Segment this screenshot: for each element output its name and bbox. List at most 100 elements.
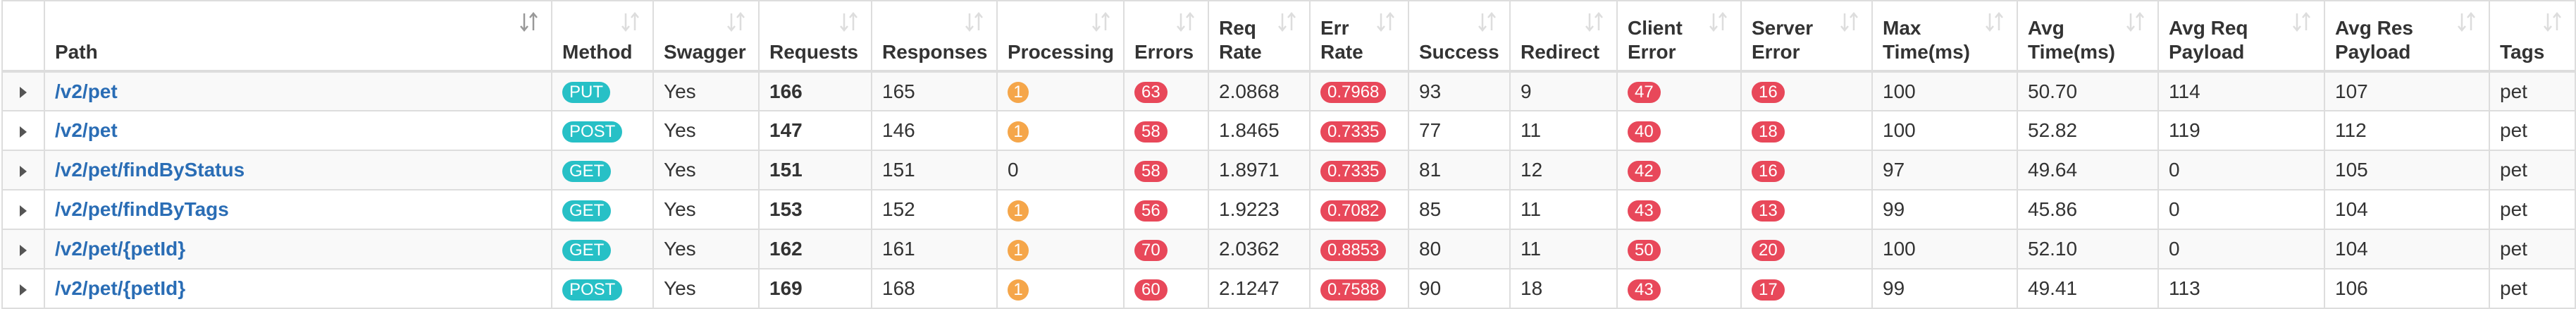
column-header-label: Client Error xyxy=(1628,17,1683,63)
column-header-path[interactable]: Path xyxy=(44,0,552,73)
sort-icon[interactable] xyxy=(1584,11,1605,32)
cell-avg-req-payload: 114 xyxy=(2157,71,2325,111)
cell-req-rate: 2.0868 xyxy=(1208,71,1311,111)
cell-expand[interactable] xyxy=(1,268,45,309)
cell-success: 81 xyxy=(1408,150,1511,190)
processing-badge: 1 xyxy=(1008,82,1029,103)
cell-success: 85 xyxy=(1408,189,1511,230)
column-header-avg-req-payload[interactable]: Avg Req Payload xyxy=(2157,0,2325,73)
cell-avg-res-payload: 104 xyxy=(2324,189,2490,230)
cell-errors: 58 xyxy=(1123,110,1209,151)
method-badge: GET xyxy=(562,200,612,222)
cell-requests: 151 xyxy=(758,150,872,190)
sort-icon[interactable] xyxy=(1839,11,1860,32)
cell-expand[interactable] xyxy=(1,110,45,151)
cell-req-rate: 2.1247 xyxy=(1208,268,1311,309)
table-row: /v2/pet/{petId} GET Yes 162 161 1 70 2.0362 0.88… xyxy=(1,229,2576,269)
sort-alpha-desc-icon[interactable] xyxy=(519,11,540,32)
cell-success: 90 xyxy=(1408,268,1511,309)
column-header-swagger[interactable]: Swagger xyxy=(652,0,760,73)
path-link[interactable]: /v2/pet xyxy=(55,80,118,102)
client-error-badge: 47 xyxy=(1628,82,1661,103)
path-link[interactable]: /v2/pet/{petId} xyxy=(55,238,186,260)
cell-err-rate: 0.7968 xyxy=(1309,71,1409,111)
cell-expand[interactable] xyxy=(1,189,45,230)
client-error-badge: 50 xyxy=(1628,239,1661,261)
expand-caret-icon[interactable] xyxy=(20,126,27,138)
cell-tags: pet xyxy=(2489,71,2576,111)
expand-caret-icon[interactable] xyxy=(20,165,27,177)
column-header-errors[interactable]: Errors xyxy=(1123,0,1209,73)
processing-badge: 1 xyxy=(1008,121,1029,143)
server-error-badge: 18 xyxy=(1752,121,1785,143)
cell-requests: 166 xyxy=(758,71,872,111)
column-header-avg-time[interactable]: Avg Time(ms) xyxy=(2017,0,2159,73)
client-error-badge: 40 xyxy=(1628,121,1661,143)
column-header-err-rate[interactable]: Err Rate xyxy=(1309,0,1409,73)
path-link[interactable]: /v2/pet/findByTags xyxy=(55,198,229,220)
err-rate-badge: 0.7082 xyxy=(1320,200,1387,222)
sort-icon[interactable] xyxy=(620,11,641,32)
column-header-responses[interactable]: Responses xyxy=(871,0,998,73)
cell-max-time: 100 xyxy=(1871,110,2018,151)
column-header-requests[interactable]: Requests xyxy=(758,0,872,73)
sort-icon[interactable] xyxy=(1708,11,1729,32)
column-header-max-time[interactable]: Max Time(ms) xyxy=(1871,0,2018,73)
cell-expand[interactable] xyxy=(1,71,45,111)
sort-icon[interactable] xyxy=(1091,11,1112,32)
cell-redirect: 11 xyxy=(1509,189,1618,230)
sort-icon[interactable] xyxy=(1984,11,2005,32)
sort-icon[interactable] xyxy=(726,11,747,32)
expand-caret-icon[interactable] xyxy=(20,284,27,296)
client-error-badge: 43 xyxy=(1628,279,1661,301)
sort-icon[interactable] xyxy=(1477,11,1498,32)
expand-caret-icon[interactable] xyxy=(20,244,27,256)
sort-icon[interactable] xyxy=(2456,11,2477,32)
sort-icon[interactable] xyxy=(2542,11,2563,32)
cell-avg-time: 49.41 xyxy=(2017,268,2159,309)
sort-icon[interactable] xyxy=(1175,11,1196,32)
err-rate-badge: 0.7588 xyxy=(1320,279,1387,301)
cell-expand[interactable] xyxy=(1,229,45,269)
method-badge: POST xyxy=(562,121,623,143)
column-header-client-error[interactable]: Client Error xyxy=(1616,0,1742,73)
processing-badge: 1 xyxy=(1008,279,1029,301)
column-header-label: Redirect xyxy=(1521,41,1600,63)
table-row: /v2/pet/findByStatus GET Yes 151 151 0 58 1.897… xyxy=(1,150,2576,190)
sort-icon[interactable] xyxy=(2291,11,2312,32)
cell-redirect: 12 xyxy=(1509,150,1618,190)
column-header-label: Errors xyxy=(1134,41,1194,63)
cell-avg-req-payload: 0 xyxy=(2157,150,2325,190)
column-header-req-rate[interactable]: Req Rate xyxy=(1208,0,1311,73)
column-header-label: Method xyxy=(562,41,633,63)
column-header-tags[interactable]: Tags xyxy=(2489,0,2576,73)
column-header-processing[interactable]: Processing xyxy=(996,0,1125,73)
column-header-method[interactable]: Method xyxy=(551,0,654,73)
cell-tags: pet xyxy=(2489,189,2576,230)
path-link[interactable]: /v2/pet xyxy=(55,119,118,141)
sort-icon[interactable] xyxy=(838,11,860,32)
column-header-success[interactable]: Success xyxy=(1408,0,1511,73)
cell-tags: pet xyxy=(2489,110,2576,151)
column-header-server-error[interactable]: Server Error xyxy=(1740,0,1873,73)
cell-server-error: 17 xyxy=(1740,268,1873,309)
path-link[interactable]: /v2/pet/{petId} xyxy=(55,277,186,299)
method-badge: GET xyxy=(562,160,612,182)
path-link[interactable]: /v2/pet/findByStatus xyxy=(55,159,245,181)
cell-processing: 1 xyxy=(996,229,1125,269)
cell-path: /v2/pet xyxy=(44,71,552,111)
column-header-avg-res-payload[interactable]: Avg Res Payload xyxy=(2324,0,2490,73)
sort-icon[interactable] xyxy=(2125,11,2146,32)
cell-expand[interactable] xyxy=(1,150,45,190)
cell-avg-req-payload: 0 xyxy=(2157,189,2325,230)
cell-path: /v2/pet/findByTags xyxy=(44,189,552,230)
expand-caret-icon[interactable] xyxy=(20,87,27,99)
sort-icon[interactable] xyxy=(1375,11,1397,32)
sort-icon[interactable] xyxy=(1277,11,1298,32)
sort-icon[interactable] xyxy=(964,11,985,32)
expand-caret-icon[interactable] xyxy=(20,205,27,217)
column-header-redirect[interactable]: Redirect xyxy=(1509,0,1618,73)
cell-requests: 169 xyxy=(758,268,872,309)
cell-errors: 60 xyxy=(1123,268,1209,309)
table-header: Path Method Swagger Requests Responses Proces… xyxy=(1,0,2576,73)
